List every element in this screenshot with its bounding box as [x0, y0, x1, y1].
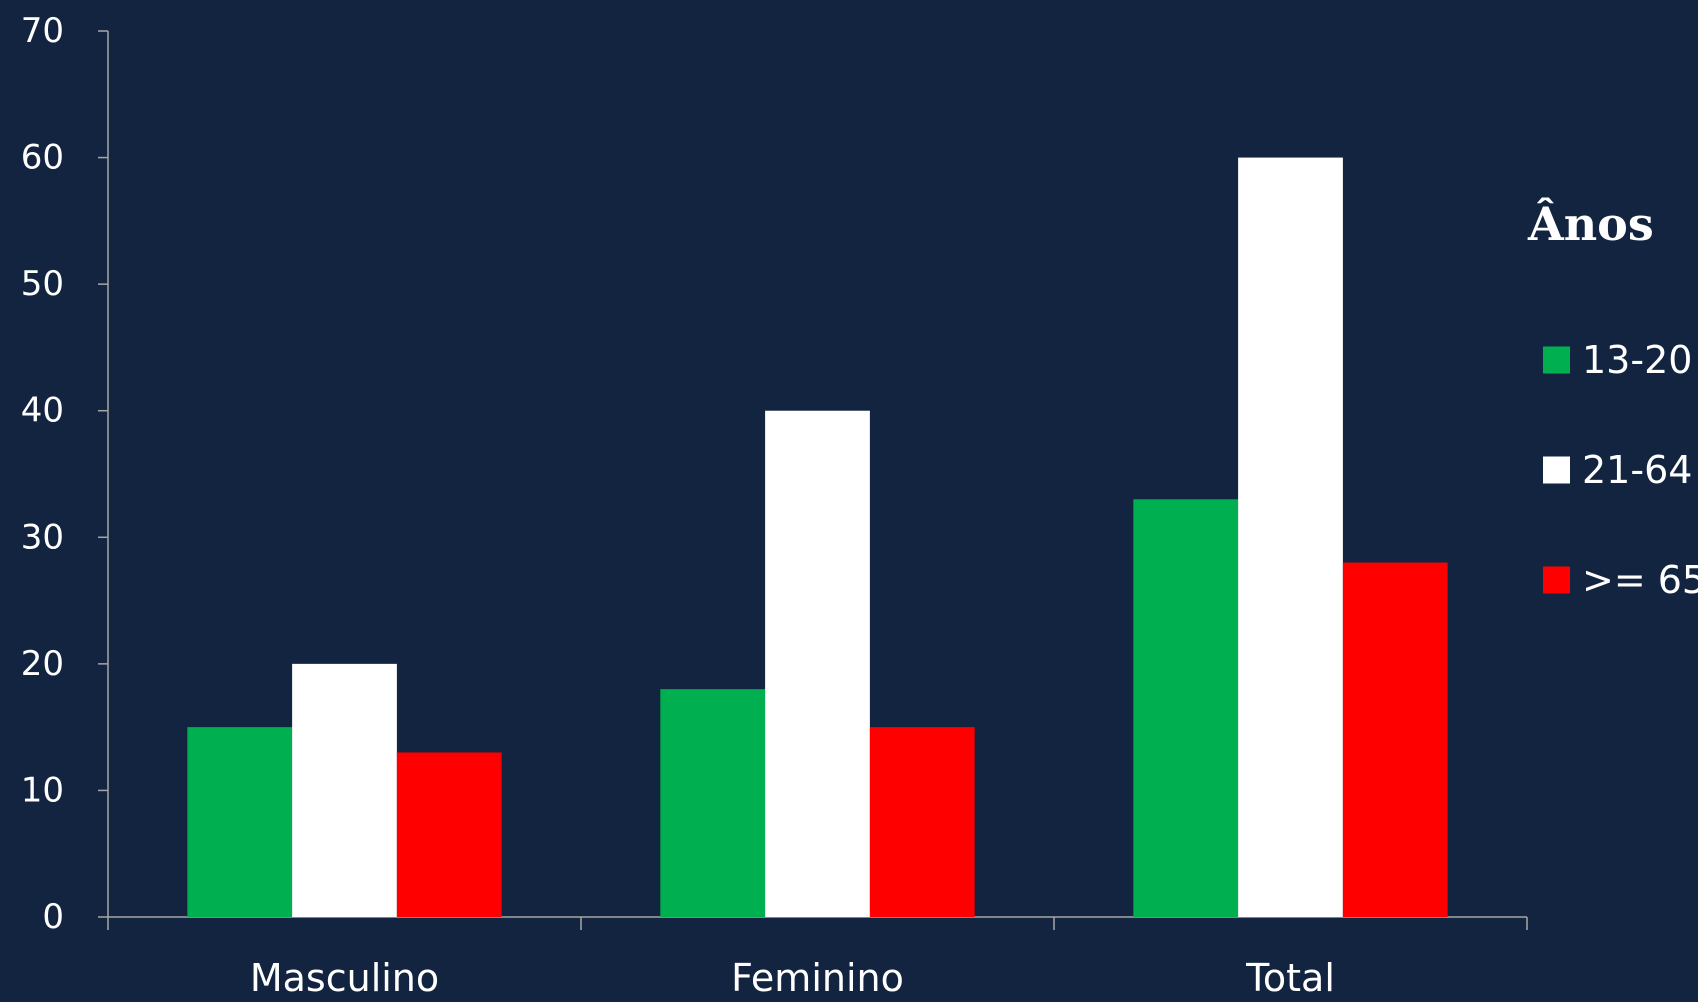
- y-tick-label: 0: [42, 897, 64, 937]
- legend: Ânos 13-20 21-64 >= 65: [1527, 196, 1698, 602]
- bar-feminino-series-3: [869, 727, 975, 917]
- legend-label: 21-64: [1582, 448, 1692, 492]
- legend-swatch: [1543, 456, 1570, 484]
- x-axis: Masculino Feminino Total: [107, 916, 1528, 1000]
- legend-label: >= 65: [1582, 558, 1698, 602]
- y-tick-label: 40: [21, 391, 64, 431]
- category-label: Masculino: [250, 956, 439, 997]
- bar-feminino-series-2: [765, 410, 870, 917]
- y-tick-label: 70: [21, 11, 64, 51]
- bars: [187, 157, 1448, 918]
- bar-total-series-2: [1238, 157, 1343, 918]
- bar-total-series-1: [1133, 499, 1239, 917]
- y-tick-label: 20: [21, 644, 64, 684]
- y-tick-label: 10: [21, 770, 64, 810]
- legend-swatch: [1543, 566, 1570, 594]
- category-label: Feminino: [731, 956, 904, 997]
- bar-masculino-series-1: [187, 727, 293, 917]
- legend-title: Ânos: [1527, 196, 1654, 251]
- bar-total-series-3: [1342, 562, 1448, 917]
- legend-label: 13-20: [1582, 338, 1692, 382]
- y-tick-label: 50: [21, 264, 64, 304]
- bar-masculino-series-2: [292, 663, 397, 917]
- y-axis: 0 10 20 30 40 50 60 70: [21, 11, 109, 937]
- y-tick-label: 60: [21, 138, 64, 178]
- y-tick-label: 30: [21, 517, 64, 557]
- legend-swatch: [1543, 346, 1570, 374]
- bar-masculino-series-3: [396, 752, 502, 917]
- bar-feminino-series-1: [660, 689, 766, 917]
- category-label: Total: [1245, 956, 1335, 997]
